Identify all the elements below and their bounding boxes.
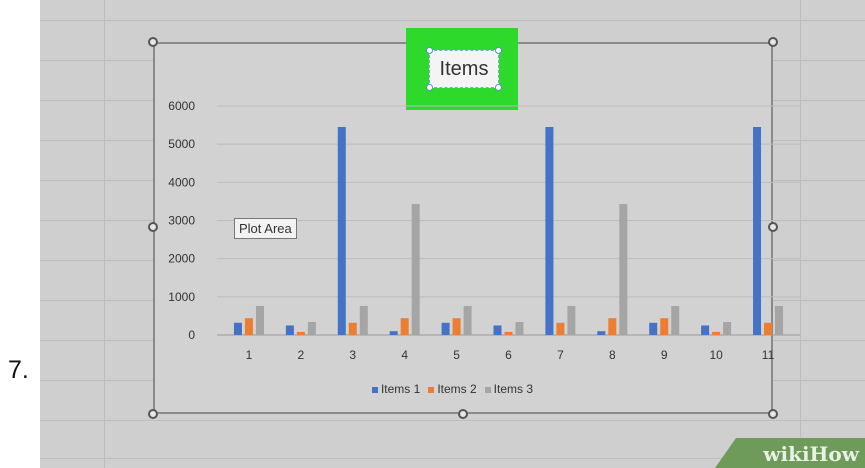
y-tick-label: 6000 bbox=[168, 99, 195, 113]
bar-items-3-cat-11[interactable] bbox=[775, 305, 784, 335]
legend-label: Items 3 bbox=[493, 382, 534, 396]
bar-items-2-cat-1[interactable] bbox=[244, 318, 253, 335]
x-tick-label: 11 bbox=[762, 348, 775, 362]
bar-items-1-cat-3[interactable] bbox=[337, 126, 346, 335]
x-tick-label: 10 bbox=[709, 348, 723, 362]
legend-entry-items-1[interactable]: Items 1 bbox=[371, 382, 421, 396]
y-tick-label: 5000 bbox=[168, 137, 195, 151]
y-tick-label: 0 bbox=[188, 328, 195, 342]
bar-items-1-cat-7[interactable] bbox=[545, 126, 554, 335]
title-handle-bottom-left[interactable] bbox=[426, 84, 433, 91]
bar-items-2-cat-3[interactable] bbox=[348, 322, 357, 335]
watermark-text: wikiHow bbox=[763, 442, 859, 466]
bar-items-3-cat-2[interactable] bbox=[307, 322, 316, 335]
y-tick-label: 2000 bbox=[168, 252, 195, 266]
bar-items-2-cat-11[interactable] bbox=[764, 322, 773, 335]
bar-items-3-cat-1[interactable] bbox=[255, 305, 264, 335]
resize-handle-top-right[interactable] bbox=[768, 37, 778, 47]
bar-items-1-cat-11[interactable] bbox=[753, 126, 762, 335]
watermark: wikiHow bbox=[715, 438, 865, 468]
bar-items-1-cat-5[interactable] bbox=[441, 322, 450, 335]
legend-swatch bbox=[371, 386, 378, 393]
x-tick-label: 5 bbox=[453, 348, 460, 362]
bar-items-1-cat-6[interactable] bbox=[493, 325, 502, 335]
title-handle-bottom-right[interactable] bbox=[495, 84, 502, 91]
chart-title[interactable]: Items bbox=[439, 58, 489, 80]
sheet-row-line bbox=[40, 458, 865, 459]
plot-area-tooltip: Plot Area bbox=[234, 218, 297, 239]
bar-items-2-cat-4[interactable] bbox=[400, 318, 409, 335]
bar-items-2-cat-10[interactable] bbox=[712, 331, 721, 335]
chart-plot[interactable]: 0 1000 2000 3000 4000 5000 6000 1 2 3 4 5 6 7 8 9 10 11 bbox=[40, 0, 865, 468]
spreadsheet-screenshot: Items 0 1000 2000 3000 4000 5000 6000 1 2 3 4 5 6 7 8 9… bbox=[40, 0, 865, 468]
y-tick-label: 3000 bbox=[168, 214, 195, 228]
bar-items-3-cat-5[interactable] bbox=[463, 305, 472, 335]
y-tick-label: 1000 bbox=[168, 290, 195, 304]
title-handle-top-left[interactable] bbox=[426, 47, 433, 54]
x-tick-label: 2 bbox=[298, 348, 305, 362]
chart-legend[interactable]: Items 1 Items 2 Items 3 bbox=[40, 382, 865, 396]
sheet-row-line bbox=[40, 420, 865, 421]
x-tick-label: 8 bbox=[609, 348, 616, 362]
y-tick-label: 4000 bbox=[168, 175, 195, 189]
resize-handle-bottom-left[interactable] bbox=[148, 409, 158, 419]
bar-items-2-cat-2[interactable] bbox=[296, 331, 305, 335]
legend-label: Items 1 bbox=[380, 382, 421, 396]
bar-items-1-cat-10[interactable] bbox=[701, 325, 710, 335]
legend-swatch bbox=[428, 386, 435, 393]
bar-items-3-cat-8[interactable] bbox=[619, 204, 628, 335]
sheet-col-line bbox=[800, 0, 801, 468]
sheet-row-line bbox=[40, 20, 865, 21]
x-tick-label: 6 bbox=[505, 348, 512, 362]
bar-items-3-cat-7[interactable] bbox=[567, 305, 576, 335]
bar-items-3-cat-10[interactable] bbox=[723, 322, 732, 335]
legend-swatch bbox=[484, 386, 491, 393]
legend-entry-items-3[interactable]: Items 3 bbox=[484, 382, 534, 396]
resize-handle-top-left[interactable] bbox=[148, 37, 158, 47]
legend-label: Items 2 bbox=[437, 382, 477, 396]
x-tick-label: 1 bbox=[246, 348, 253, 362]
resize-handle-bottom[interactable] bbox=[458, 409, 468, 419]
bar-items-3-cat-3[interactable] bbox=[359, 305, 368, 335]
resize-handle-right[interactable] bbox=[768, 222, 778, 232]
sheet-col-line bbox=[104, 0, 105, 468]
chart-title-box[interactable]: Items bbox=[429, 50, 499, 88]
resize-handle-bottom-right[interactable] bbox=[768, 409, 778, 419]
x-tick-label: 7 bbox=[557, 348, 564, 362]
x-tick-label: 3 bbox=[349, 348, 356, 362]
bar-items-2-cat-8[interactable] bbox=[608, 318, 617, 335]
bar-items-2-cat-6[interactable] bbox=[504, 331, 513, 335]
x-tick-label: 4 bbox=[401, 348, 408, 362]
step-number: 7. bbox=[8, 356, 29, 384]
resize-handle-left[interactable] bbox=[148, 222, 158, 232]
x-tick-label: 9 bbox=[661, 348, 668, 362]
bar-items-1-cat-4[interactable] bbox=[389, 331, 398, 335]
legend-entry-items-2[interactable]: Items 2 bbox=[428, 382, 477, 396]
bar-items-1-cat-9[interactable] bbox=[649, 322, 658, 335]
bar-items-3-cat-9[interactable] bbox=[671, 305, 680, 335]
bar-items-1-cat-2[interactable] bbox=[285, 325, 294, 335]
title-handle-top-right[interactable] bbox=[495, 47, 502, 54]
bar-items-1-cat-1[interactable] bbox=[233, 322, 242, 335]
bar-items-2-cat-5[interactable] bbox=[452, 318, 461, 335]
bar-items-3-cat-6[interactable] bbox=[515, 322, 524, 335]
bar-items-1-cat-8[interactable] bbox=[597, 331, 606, 335]
bar-items-3-cat-4[interactable] bbox=[411, 204, 420, 335]
bar-items-2-cat-9[interactable] bbox=[660, 318, 669, 335]
bar-items-2-cat-7[interactable] bbox=[556, 322, 565, 335]
